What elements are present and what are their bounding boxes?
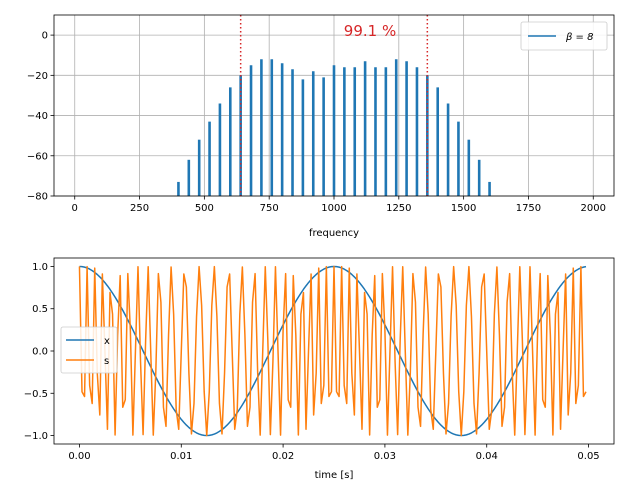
signal-x-tick-label: 0.05 <box>577 451 599 462</box>
signal-x-label: time [s] <box>315 470 354 480</box>
spectrum-x-label: frequency <box>309 228 359 239</box>
spectrum-x-tick-label: 1000 <box>321 203 346 214</box>
signal-y-tick-label: 1.0 <box>32 262 48 273</box>
signal-chart: 0.00 0.01 0.02 0.03 0.04 0.05 1.0 0.5 0.0 −0.5 −1… <box>24 257 615 480</box>
signal-x-tick-label: 0.00 <box>68 451 90 462</box>
spectrum-x-ticks: 0 250 500 750 1000 1250 1500 1750 2000 <box>72 196 606 214</box>
spectrum-x-tick-label: 2000 <box>581 203 606 214</box>
signal-legend: x s <box>60 326 118 374</box>
spectrum-x-tick-label: 250 <box>130 203 149 214</box>
signal-x-ticks: 0.00 0.01 0.02 0.03 0.04 0.05 <box>68 444 600 462</box>
spectrum-x-tick-label: 1750 <box>516 203 541 214</box>
signal-x-tick-label: 0.02 <box>272 451 294 462</box>
spectrum-y-tick-label: −60 <box>27 151 48 162</box>
signal-x-tick-label: 0.01 <box>170 451 192 462</box>
bandwidth-annotation: 99.1 % <box>344 22 396 40</box>
signal-lines <box>78 265 587 437</box>
spectrum-x-tick-label: 1500 <box>451 203 476 214</box>
spectrum-y-tick-label: 0 <box>42 31 48 42</box>
signal-x-tick-label: 0.03 <box>374 451 396 462</box>
signal-y-ticks: 1.0 0.5 0.0 −0.5 −1.0 <box>24 262 54 442</box>
spectrum-legend-label: β = 8 <box>565 32 593 43</box>
spectrum-x-tick-label: 500 <box>195 203 214 214</box>
spectrum-y-tick-label: −20 <box>27 71 48 82</box>
spectrum-y-tick-label: −80 <box>27 192 48 203</box>
spectrum-legend: β = 8 <box>520 21 608 51</box>
spectrum-x-tick-label: 0 <box>72 203 78 214</box>
spectrum-y-tick-label: −40 <box>27 111 48 122</box>
spectrum-x-tick-label: 750 <box>260 203 279 214</box>
signal-x-tick-label: 0.04 <box>476 451 498 462</box>
signal-y-tick-label: 0.0 <box>32 347 48 358</box>
signal-legend-x: x <box>104 336 110 347</box>
signal-legend-s: s <box>104 356 109 367</box>
spectrum-x-tick-label: 1250 <box>386 203 411 214</box>
signal-series-s <box>78 265 587 437</box>
signal-y-tick-label: −1.0 <box>24 431 48 442</box>
signal-y-tick-label: −0.5 <box>24 389 48 400</box>
spectrum-y-ticks: 0 −20 −40 −60 −80 <box>27 31 54 203</box>
spectrum-chart: 99.1 % 0 250 500 750 1000 1250 1500 1750 2000 0 −… <box>27 14 615 239</box>
signal-y-tick-label: 0.5 <box>32 304 48 315</box>
